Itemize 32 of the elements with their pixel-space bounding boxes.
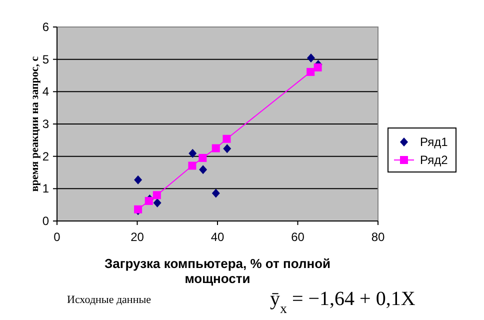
point [223, 144, 232, 154]
y-tick-label: 0 [42, 214, 50, 228]
x-tick-label: 40 [210, 230, 224, 244]
point [212, 188, 220, 198]
x-tick-label: 80 [371, 230, 385, 244]
x-tick-label: 0 [54, 230, 61, 244]
y-tick-label: 2 [42, 149, 50, 164]
y-tick-label: 6 [42, 20, 50, 34]
y-axis-title: время реакции на запрос, с [29, 56, 41, 192]
y-tick-label: 4 [42, 84, 50, 99]
x-tick-label: 20 [130, 230, 144, 244]
point [222, 134, 231, 143]
point [306, 68, 315, 76]
point [134, 175, 142, 184]
point [306, 54, 315, 63]
text: ȳ$_{x}$ = −1,64 + 0,1X [270, 288, 416, 316]
point [152, 191, 161, 200]
text: Исходные данные [67, 294, 152, 306]
x-tick-label: 60 [291, 230, 305, 244]
legend-label: Ряд1 [420, 135, 448, 149]
y-tick-label: 3 [42, 117, 50, 131]
legend-label: Ряд2 [420, 153, 448, 167]
y-tick-label: 5 [42, 52, 50, 66]
point [188, 148, 197, 158]
point [153, 198, 162, 208]
x-axis-title: Загрузка компьютера, % от полной мощности [103, 256, 332, 286]
point [212, 144, 220, 152]
point [198, 154, 207, 162]
point [188, 162, 196, 170]
point [199, 165, 208, 174]
point [314, 63, 322, 72]
y-tick-label: 1 [42, 182, 50, 196]
